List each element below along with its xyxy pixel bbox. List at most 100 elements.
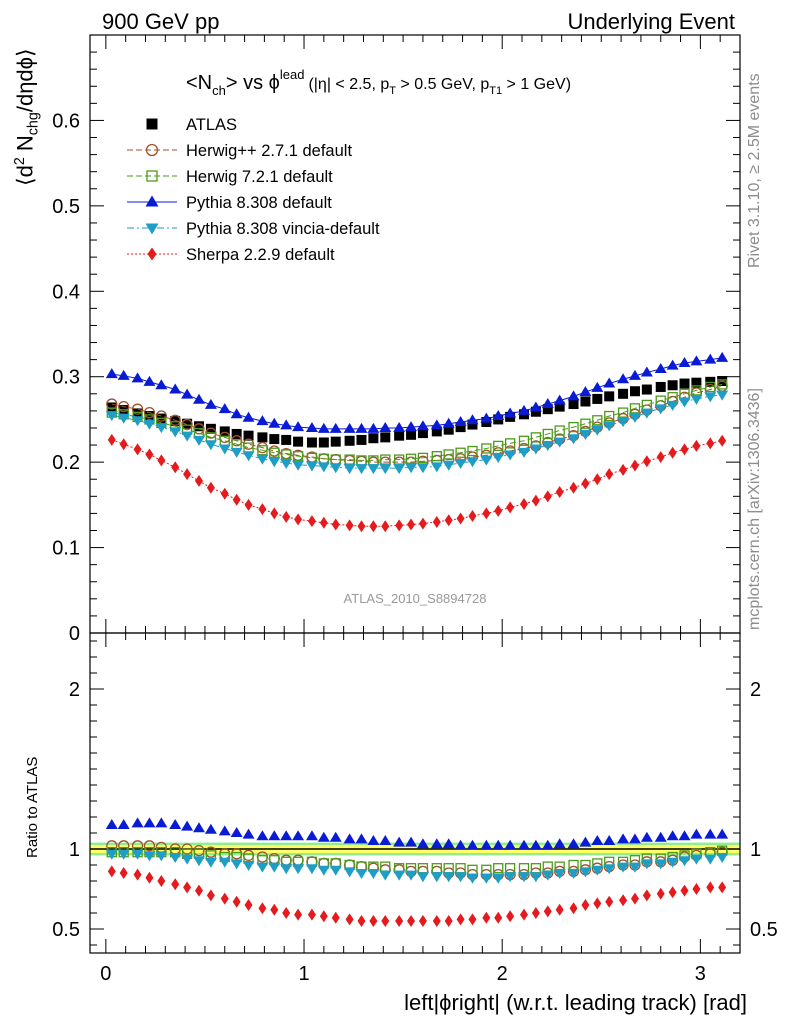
- data-point: [380, 432, 391, 443]
- data-point: [492, 410, 505, 421]
- data-point: [605, 468, 614, 481]
- ratio-point: [668, 886, 677, 899]
- legend-label: Herwig++ 2.7.1 default: [186, 142, 352, 160]
- legend-marker: [145, 143, 159, 157]
- ratio-point: [581, 899, 590, 911]
- ratio-series-pythia-8-308-default: [105, 817, 729, 850]
- ratio-point: [418, 915, 427, 927]
- data-point: [431, 451, 442, 462]
- data-point: [171, 461, 180, 474]
- data-point: [330, 436, 341, 447]
- ratio-point: [555, 903, 564, 916]
- data-point: [117, 369, 130, 380]
- ratio-point: [379, 870, 392, 881]
- ratio-point: [591, 865, 604, 876]
- ylabel-pre: ⟨d: [12, 165, 38, 186]
- series-line: [111, 439, 723, 527]
- data-point: [666, 359, 679, 370]
- ratio-point: [305, 830, 318, 841]
- data-point: [444, 514, 453, 527]
- data-point: [258, 503, 267, 516]
- data-point: [640, 366, 653, 377]
- data-point: [543, 490, 552, 503]
- data-point: [329, 422, 342, 433]
- ratio-point: [617, 862, 630, 873]
- ratio-point: [292, 830, 305, 841]
- data-point: [218, 403, 231, 414]
- header-left: 900 GeV pp: [102, 9, 219, 34]
- ratio-point: [504, 839, 517, 850]
- ylabel-sub: chg: [25, 112, 42, 136]
- data-point: [395, 519, 404, 532]
- data-point: [617, 407, 629, 418]
- data-point: [144, 411, 155, 422]
- legend-entry: Sherpa 2.2.9 default: [127, 246, 335, 264]
- ratio-point: [430, 872, 443, 883]
- ratio-point: [678, 856, 691, 867]
- rivet-label: Rivet 3.1.10, ≥ 2.5M events: [746, 73, 763, 268]
- ratio-point: [466, 873, 479, 884]
- ratio-point: [640, 859, 653, 870]
- data-point: [466, 414, 479, 425]
- data-point: [603, 421, 616, 432]
- ratio-point: [553, 869, 566, 879]
- title-cuts: (|η| < 2.5, p: [308, 76, 389, 93]
- data-point: [704, 353, 717, 364]
- ratio-point: [256, 862, 269, 873]
- data-point: [169, 414, 181, 426]
- ratio-point: [232, 895, 241, 908]
- data-point: [106, 398, 118, 410]
- ratio-point: [204, 823, 217, 834]
- data-point: [117, 413, 130, 424]
- data-point: [393, 454, 405, 465]
- data-point: [393, 464, 406, 475]
- data-point: [381, 520, 390, 533]
- ratio-point: [569, 902, 578, 915]
- ratio-point: [541, 839, 554, 850]
- ratio-point: [654, 859, 667, 870]
- ratio-axis-ticks: 0 1 2 3 0.5 0.5 1 1 2 2: [52, 633, 778, 985]
- data-point: [145, 448, 154, 461]
- ratio-point: [704, 828, 717, 839]
- data-point: [529, 444, 542, 455]
- ratio-point: [307, 908, 316, 921]
- data-point: [105, 368, 118, 379]
- data-point: [257, 445, 268, 456]
- data-point: [504, 450, 517, 461]
- data-point: [256, 415, 269, 426]
- data-point: [281, 449, 292, 460]
- data-point: [317, 422, 330, 433]
- ratio-point: [169, 853, 182, 863]
- title-vs: > vs ϕ: [226, 72, 280, 94]
- data-point: [654, 404, 667, 415]
- data-point: [205, 423, 216, 434]
- data-point: [204, 440, 217, 451]
- watermark: ATLAS_2010_S8894728: [344, 591, 487, 606]
- data-point: [318, 437, 329, 448]
- ratio-point: [119, 867, 128, 879]
- ratio-point: [367, 835, 380, 845]
- ratio-point: [642, 889, 651, 902]
- data-point: [405, 463, 418, 474]
- data-point: [519, 498, 528, 511]
- data-point: [405, 453, 417, 464]
- series-sherpa-2-2-9-default: [107, 433, 727, 533]
- ratio-point: [256, 830, 269, 841]
- data-point: [269, 434, 280, 445]
- ratio-point: [617, 833, 630, 844]
- data-point: [504, 407, 517, 418]
- ratio-y-tick-label: 1: [69, 839, 80, 861]
- ratio-point: [294, 908, 303, 921]
- ratio-point: [716, 828, 729, 839]
- data-point: [143, 375, 156, 386]
- data-point: [416, 463, 429, 474]
- title-cuts-sub1: T: [389, 85, 396, 97]
- data-point: [454, 458, 467, 469]
- ratio-point: [541, 870, 554, 881]
- ratio-point: [169, 819, 182, 829]
- ratio-point: [593, 897, 602, 910]
- ratio-point: [690, 828, 703, 839]
- data-point: [220, 487, 229, 500]
- data-point: [655, 381, 666, 392]
- main-series-group: [105, 351, 729, 533]
